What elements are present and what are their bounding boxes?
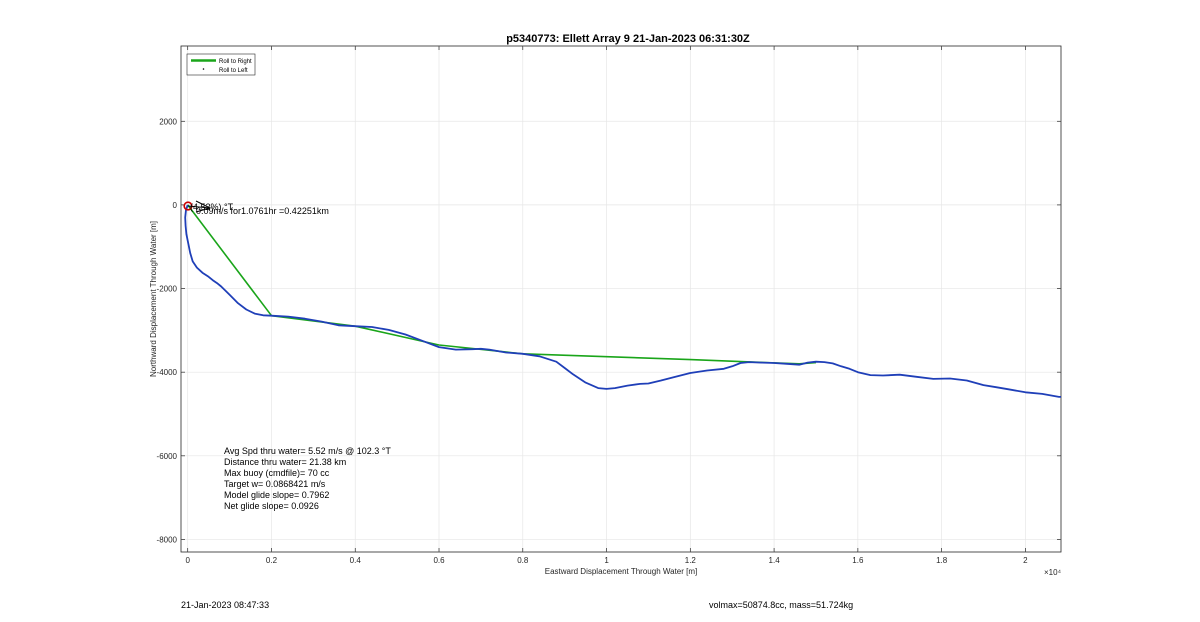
x-exponent-label: ×10⁴ xyxy=(1044,568,1062,577)
y-ticks: -8000 -6000 -4000 -2000 0 2000 xyxy=(157,117,1061,544)
x-tick-label: 1.8 xyxy=(936,556,948,565)
plot-area xyxy=(180,45,1062,553)
footer-volmax-mass: volmax=50874.8cc, mass=51.724kg xyxy=(709,600,853,610)
y-tick-label: -2000 xyxy=(157,285,178,294)
stats-block: Avg Spd thru water= 5.52 m/s @ 102.3 °T … xyxy=(224,446,391,511)
series-layer xyxy=(184,204,1061,398)
legend-label-roll-left: Roll to Left xyxy=(219,68,248,74)
x-axis-label: Eastward Displacement Through Water [m] xyxy=(545,567,698,576)
current-arrow xyxy=(187,205,211,209)
y-tick-label: -4000 xyxy=(157,368,178,377)
y-tick-label: 0 xyxy=(173,201,178,210)
stats-line: Avg Spd thru water= 5.52 m/s @ 102.3 °T xyxy=(224,446,391,456)
stats-line: Model glide slope= 0.7962 xyxy=(224,490,329,500)
y-axis-label: Northward Displacement Through Water [m] xyxy=(149,221,158,377)
annotation-overlap-text: (4.52%) °T xyxy=(190,202,234,212)
x-tick-label: 2 xyxy=(1023,556,1028,565)
legend: Roll to Right Roll to Left xyxy=(186,53,256,76)
x-tick-label: 0 xyxy=(185,556,190,565)
stats-line: Target w= 0.0868421 m/s xyxy=(224,479,326,489)
stats-line: Net glide slope= 0.0926 xyxy=(224,501,319,511)
current-arrow-head-2 xyxy=(195,207,211,213)
legend-label-roll-right: Roll to Right xyxy=(219,59,252,65)
x-tick-label: 0.6 xyxy=(433,556,445,565)
x-tick-label: 1.2 xyxy=(685,556,697,565)
y-tick-label: -6000 xyxy=(157,452,178,461)
y-tick-label: -8000 xyxy=(157,535,178,544)
series-line-track xyxy=(184,204,1061,398)
grid xyxy=(181,46,1061,552)
y-tick-label: 2000 xyxy=(159,117,177,126)
stats-line: Distance thru water= 21.38 km xyxy=(224,457,346,467)
x-tick-label: 0.2 xyxy=(266,556,278,565)
x-tick-label: 0.8 xyxy=(517,556,529,565)
start-annotation: (4.52%) °T 0.09m/s for1.0761hr =0.42251k… xyxy=(183,200,329,216)
x-ticks: 0 0.2 0.4 0.6 0.8 1 1.2 1.4 1.6 1.8 2 xyxy=(185,46,1028,565)
x-tick-label: 1.6 xyxy=(852,556,864,565)
x-tick-label: 1 xyxy=(604,556,609,565)
legend-swatch-roll-left xyxy=(202,68,205,70)
x-tick-label: 0.4 xyxy=(350,556,362,565)
footer-timestamp: 21-Jan-2023 08:47:33 xyxy=(181,600,269,610)
stats-line: Max buoy (cmdfile)= 70 cc xyxy=(224,468,330,478)
x-tick-label: 1.4 xyxy=(769,556,781,565)
current-arrow-head-1 xyxy=(195,200,211,209)
chart-title: p5340773: Ellett Array 9 21-Jan-2023 06:… xyxy=(506,33,750,45)
current-annotation-text: 0.09m/s for1.0761hr =0.42251km xyxy=(196,206,329,216)
